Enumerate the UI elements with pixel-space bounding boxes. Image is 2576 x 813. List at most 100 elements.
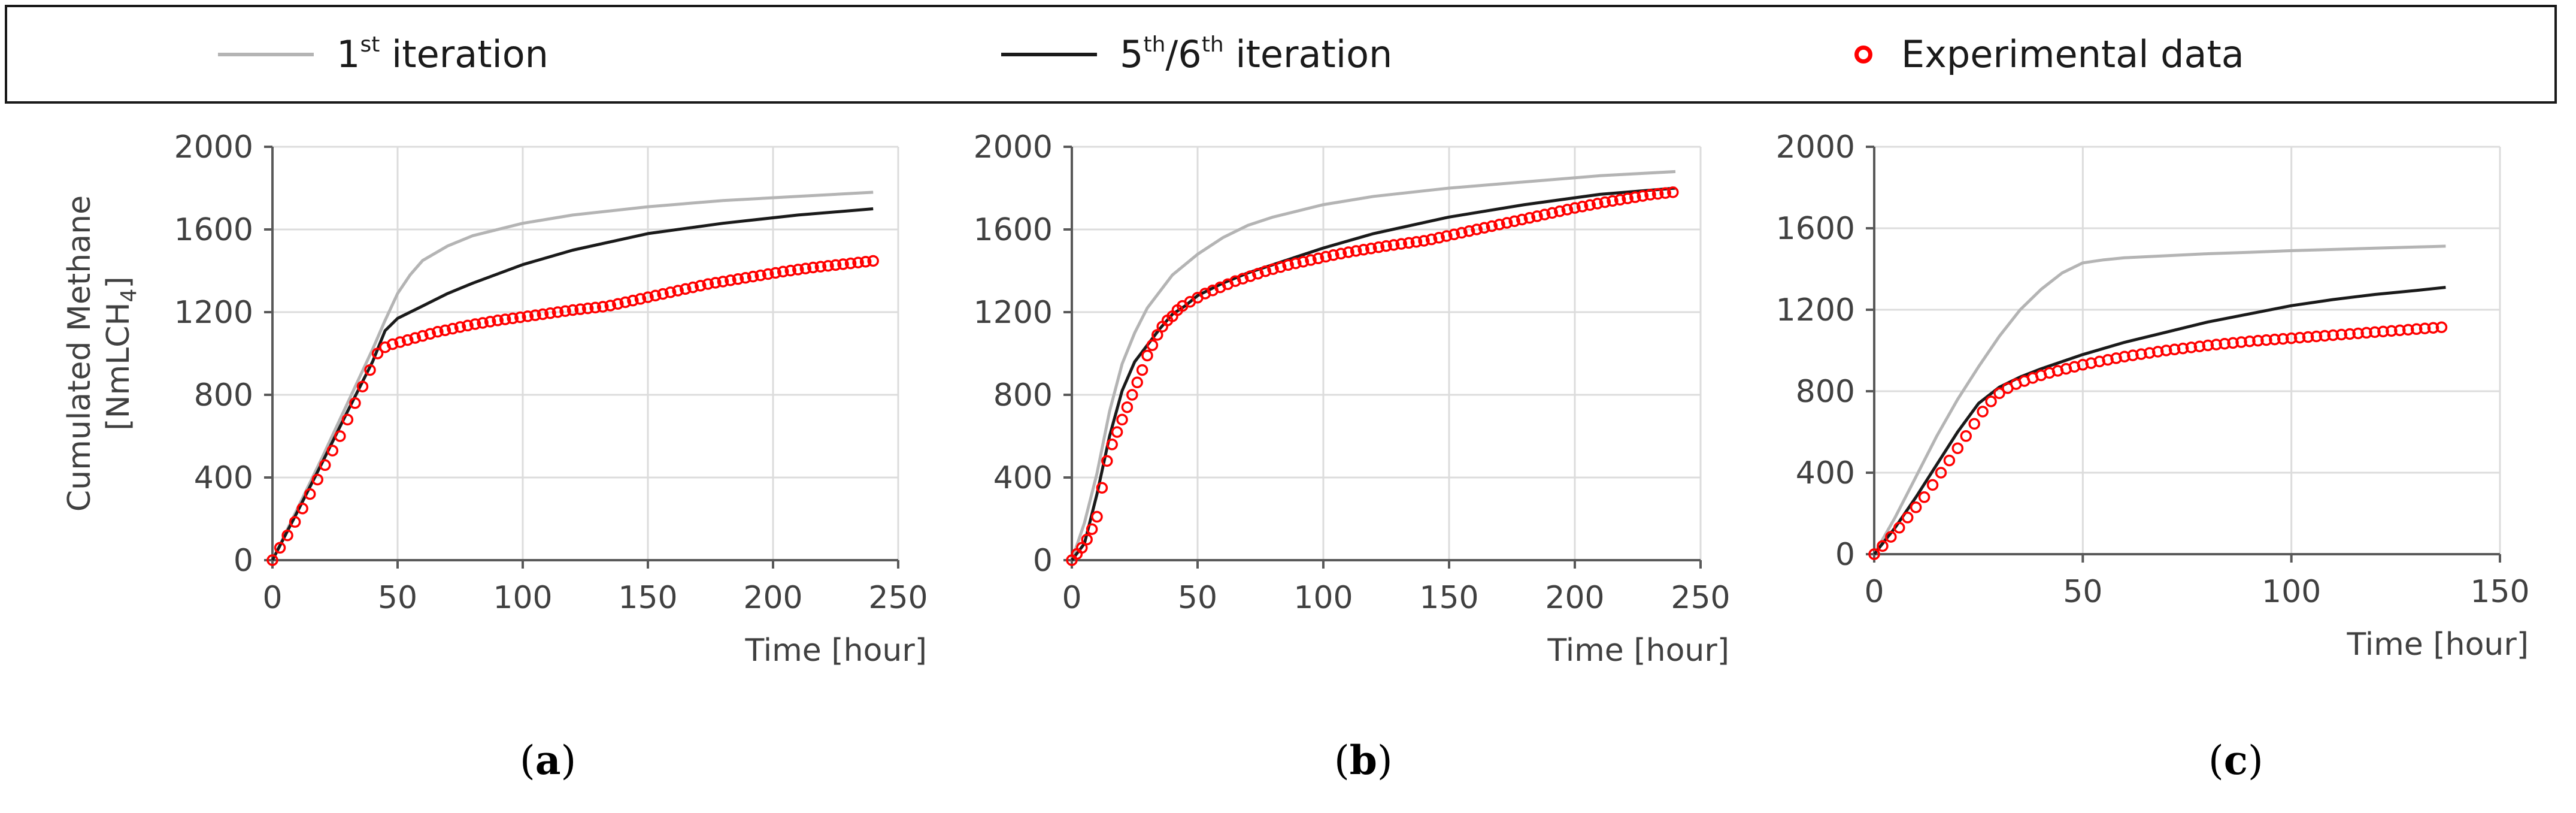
data-point-a-56 <box>687 281 699 294</box>
x-tick-label-a-5: 250 <box>868 580 928 616</box>
data-point-c-0 <box>1868 548 1880 560</box>
series-line-a-1 <box>271 207 874 561</box>
data-point-b-80 <box>1614 194 1626 206</box>
data-point-c-9 <box>1943 454 1956 467</box>
data-point-b-83 <box>1636 190 1649 202</box>
data-point-a-4 <box>296 503 308 515</box>
data-point-a-26 <box>462 319 474 332</box>
data-point-b-60 <box>1463 225 1475 237</box>
data-point-b-82 <box>1629 191 1641 203</box>
data-point-a-31 <box>499 313 511 325</box>
data-point-a-75 <box>829 259 842 271</box>
x-tick-label-b-2: 100 <box>1293 580 1353 616</box>
y-tick-label-b-0: 0 <box>1033 543 1053 579</box>
data-point-a-54 <box>672 285 684 297</box>
data-point-b-54 <box>1418 235 1430 247</box>
x-tick-label-a-4: 200 <box>743 580 802 616</box>
legend-label-iter1: 1st iteration <box>337 32 548 76</box>
data-point-a-39 <box>559 305 571 318</box>
legend: 1st iteration 5th/6th iteration Experime… <box>5 5 2557 104</box>
series-line-a-0 <box>271 191 874 561</box>
data-point-c-1 <box>1877 540 1889 552</box>
data-point-b-55 <box>1425 233 1438 246</box>
data-point-a-21 <box>424 328 437 340</box>
data-point-c-61 <box>2377 325 2389 338</box>
data-point-a-45 <box>604 300 617 312</box>
series-markers-a <box>266 255 879 566</box>
data-point-c-4 <box>1901 512 1914 524</box>
data-point-b-72 <box>1554 205 1566 217</box>
data-point-a-24 <box>447 322 459 335</box>
y-axis-label-line1-a: Cumulated Methane <box>62 195 98 512</box>
data-point-a-8 <box>326 445 339 457</box>
data-point-a-9 <box>334 430 346 442</box>
data-point-c-63 <box>2394 324 2406 337</box>
data-point-b-59 <box>1456 226 1468 239</box>
data-point-a-33 <box>514 311 526 324</box>
data-point-b-17 <box>1151 329 1163 341</box>
y-tick-label-b-5: 2000 <box>974 129 1053 165</box>
data-point-c-67 <box>2427 322 2439 334</box>
data-point-a-74 <box>822 259 834 272</box>
data-point-a-66 <box>762 268 774 280</box>
data-point-c-3 <box>1893 522 1905 534</box>
data-point-b-33 <box>1259 265 1272 277</box>
data-point-b-7 <box>1101 455 1113 467</box>
x-tick-label-c-3: 150 <box>2470 574 2529 610</box>
x-tick-label-b-5: 250 <box>1671 580 1730 616</box>
y-tick-label-a-0: 0 <box>234 543 253 579</box>
data-point-c-35 <box>2160 344 2172 356</box>
x-tick-label-c-2: 100 <box>2262 574 2321 610</box>
data-point-b-64 <box>1493 218 1505 231</box>
y-tick-label-a-5: 2000 <box>174 129 253 165</box>
data-point-c-49 <box>2277 333 2289 345</box>
data-point-a-25 <box>454 321 466 333</box>
legend-item-exp: Experimental data <box>1854 7 2244 101</box>
data-point-b-11 <box>1121 401 1134 413</box>
data-point-a-69 <box>784 264 797 277</box>
data-point-b-35 <box>1274 261 1287 273</box>
data-point-c-7 <box>1926 479 1939 491</box>
y-tick-label-b-2: 800 <box>993 377 1053 413</box>
data-point-b-13 <box>1131 376 1143 389</box>
data-point-a-5 <box>304 488 316 500</box>
data-point-a-23 <box>439 324 451 337</box>
data-point-c-47 <box>2260 334 2272 346</box>
data-point-b-69 <box>1531 210 1543 222</box>
legend-swatch-iter56 <box>1001 52 1097 56</box>
data-point-b-79 <box>1607 195 1619 207</box>
data-point-b-67 <box>1516 213 1528 226</box>
y-tick-label-c-0: 0 <box>1835 537 1855 573</box>
data-point-b-46 <box>1357 244 1369 256</box>
data-point-c-59 <box>2360 327 2372 339</box>
legend-label-exp: Experimental data <box>1901 32 2244 76</box>
data-point-b-57 <box>1441 230 1453 242</box>
data-point-b-43 <box>1335 247 1347 260</box>
data-point-b-81 <box>1622 192 1634 204</box>
data-point-b-10 <box>1116 413 1128 426</box>
data-point-b-77 <box>1592 198 1604 210</box>
subfigure-label-c: (c) <box>2208 737 2263 784</box>
data-point-a-44 <box>597 301 609 313</box>
data-point-b-42 <box>1328 249 1339 261</box>
data-point-c-39 <box>2193 340 2206 352</box>
data-point-b-38 <box>1297 256 1310 268</box>
data-point-a-42 <box>581 303 594 315</box>
data-point-b-70 <box>1538 208 1551 220</box>
data-point-c-14 <box>1985 395 1997 407</box>
y-axis-label-line2-a: [NmLCH4] <box>101 276 141 430</box>
data-point-b-6 <box>1096 482 1108 494</box>
data-point-b-53 <box>1410 235 1423 248</box>
data-point-a-37 <box>544 307 556 319</box>
data-point-c-51 <box>2293 331 2306 344</box>
data-point-b-8 <box>1106 439 1118 451</box>
x-tick-label-a-3: 150 <box>618 580 677 616</box>
data-point-b-29 <box>1229 275 1241 287</box>
data-point-a-63 <box>740 271 751 284</box>
data-point-a-18 <box>401 334 414 346</box>
data-point-c-13 <box>1977 406 1989 418</box>
series-line-c-0 <box>1872 244 2446 555</box>
data-point-a-47 <box>619 296 632 309</box>
x-tick-label-c-0: 0 <box>1864 574 1884 610</box>
data-point-a-0 <box>266 554 278 566</box>
